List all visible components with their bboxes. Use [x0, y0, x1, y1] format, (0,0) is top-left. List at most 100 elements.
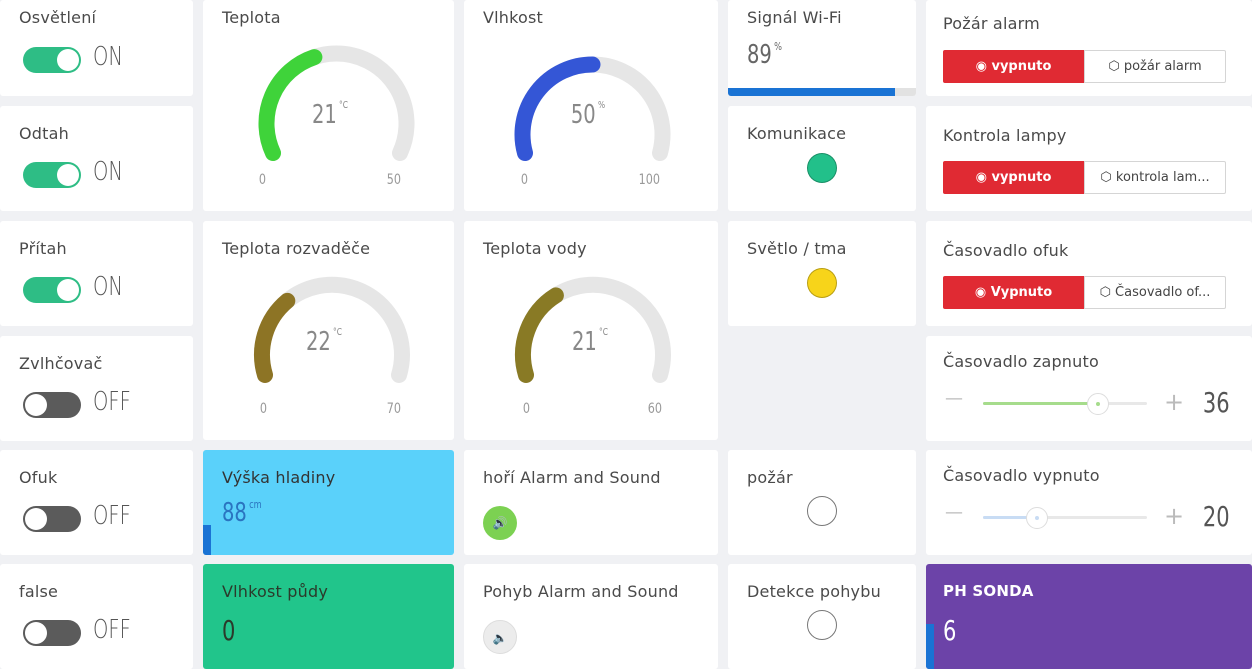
slider-value: 36 [1203, 386, 1230, 419]
cube-icon: ⬡ [1108, 59, 1124, 74]
cube-icon: ⬡ [1100, 170, 1116, 185]
display-card-vlhkost-pudy: Vlhkost půdy 0 [203, 564, 454, 669]
switch-toggle[interactable] [23, 47, 81, 73]
slider-handle[interactable] [1026, 507, 1049, 529]
decrement-button[interactable]: — [945, 388, 963, 409]
wifi-level-bar [728, 88, 896, 96]
gauge-card-teplota: Teplota 21 °C 0 50 [203, 0, 454, 211]
status-button[interactable]: ◉ vypnuto [943, 50, 1084, 83]
led-title: požár [747, 468, 793, 487]
switch-state-label: ON [93, 42, 123, 72]
gauge-fill [515, 287, 564, 383]
switch-knob [57, 279, 79, 301]
display-card-vyska-hladiny: Výška hladiny 88 cm [203, 450, 454, 555]
switch-knob [57, 164, 79, 186]
slider-handle[interactable] [1086, 393, 1109, 415]
display-title: PH SONDA [943, 582, 1034, 600]
gauge-fill [514, 56, 601, 161]
gauge-max: 60 [647, 401, 663, 417]
action-button[interactable]: ⬡ požár alarm [1084, 50, 1226, 83]
switch-card-odtah: Odtah ON [0, 106, 193, 211]
button-card-kontrola-lampy: Kontrola lampy ◉ vypnuto ⬡ kontrola lam.… [926, 106, 1252, 211]
led-indicator [807, 268, 837, 298]
alarm-card-hori: hoří Alarm and Sound 🔊 [464, 450, 718, 555]
decrement-button[interactable]: — [945, 502, 963, 523]
switch-knob [25, 622, 47, 644]
level-bar [203, 525, 211, 555]
switch-state-label: OFF [93, 615, 131, 645]
alarm-title: Pohyb Alarm and Sound [483, 582, 679, 601]
switch-state-label: ON [93, 157, 123, 187]
button-card-title: Požár alarm [943, 14, 1040, 33]
slider-fill [983, 516, 1038, 519]
gauge-title: Vlhkost [483, 8, 544, 27]
gauge-min: 0 [522, 401, 531, 417]
slider-track[interactable] [983, 516, 1147, 519]
gauge-svg [254, 276, 410, 383]
gauge-fill [258, 49, 323, 161]
slider-card-casovadlo-vypnuto: Časovadlo vypnuto — + 20 [926, 450, 1252, 555]
action-button[interactable]: ⬡ Časovadlo of... [1084, 276, 1226, 309]
gauge-value: 22 °C [305, 327, 343, 357]
slider-card-casovadlo-zapnuto: Časovadlo zapnuto — + 36 [926, 336, 1252, 441]
display-card-ph-sonda: PH SONDA 6 [926, 564, 1252, 669]
led-card-pozar: požár [728, 450, 916, 555]
led-title: Detekce pohybu [747, 582, 881, 601]
eye-icon: ◉ [975, 59, 992, 74]
switch-state-label: OFF [93, 501, 131, 531]
increment-button[interactable]: + [1164, 502, 1185, 530]
gauge-min: 0 [258, 172, 267, 188]
switch-title: Přítah [19, 239, 67, 258]
gauge-value: 21 °C [571, 327, 609, 357]
speaker-icon[interactable]: 🔊 [483, 506, 517, 540]
status-button[interactable]: ◉ vypnuto [943, 161, 1084, 194]
led-indicator [807, 153, 837, 183]
increment-button[interactable]: + [1164, 388, 1185, 416]
slider-value: 20 [1203, 500, 1230, 533]
switch-card-false: false OFF [0, 564, 193, 669]
gauge-svg [515, 276, 671, 383]
gauge-max: 70 [386, 401, 402, 417]
status-button[interactable]: ◉ Vypnuto [943, 276, 1084, 309]
display-value: 6 [943, 614, 957, 647]
switch-card-zvlhcovac: Zvlhčovač OFF [0, 336, 193, 441]
gauge-value: 50% [570, 100, 606, 130]
switch-title: Osvětlení [19, 8, 97, 27]
switch-toggle[interactable] [23, 392, 81, 418]
led-card-svetlo: Světlo / tma [728, 221, 916, 326]
action-button[interactable]: ⬡ kontrola lam... [1084, 161, 1226, 194]
led-card-komunikace: Komunikace [728, 106, 916, 211]
gauge-fill [254, 292, 296, 383]
switch-toggle[interactable] [23, 277, 81, 303]
switch-title: Ofuk [19, 468, 58, 487]
gauge-max: 100 [638, 172, 661, 188]
switch-toggle[interactable] [23, 506, 81, 532]
switch-toggle[interactable] [23, 162, 81, 188]
slider-title: Časovadlo vypnuto [943, 466, 1100, 485]
wifi-title: Signál Wi-Fi [747, 8, 842, 27]
gauge-max: 50 [386, 172, 402, 188]
switch-title: Zvlhčovač [19, 354, 103, 373]
switch-title: Odtah [19, 124, 69, 143]
eye-icon: ◉ [974, 285, 991, 300]
wifi-value: 89% [747, 40, 782, 70]
led-indicator [807, 610, 837, 640]
switch-toggle[interactable] [23, 620, 81, 646]
led-title: Komunikace [747, 124, 847, 143]
led-title: Světlo / tma [747, 239, 847, 258]
gauge-title: Teplota vody [483, 239, 587, 258]
slider-title: Časovadlo zapnuto [943, 352, 1099, 371]
gauge-card-teplota-vody: Teplota vody 21 °C 0 60 [464, 221, 718, 440]
gauge-svg [514, 56, 671, 161]
gauge-title: Teplota rozvaděče [222, 239, 371, 258]
button-card-title: Kontrola lampy [943, 126, 1067, 145]
slider-fill [983, 402, 1098, 405]
gauge-min: 0 [520, 172, 529, 188]
switch-knob [57, 49, 79, 71]
gauge-card-teplota-rozvadece: Teplota rozvaděče 22 °C 0 70 [203, 221, 454, 440]
speaker-muted-icon[interactable]: 🔈 [483, 620, 517, 654]
display-title: Výška hladiny [222, 468, 336, 487]
eye-icon: ◉ [975, 170, 992, 185]
led-indicator [807, 496, 837, 526]
gauge-svg [258, 45, 415, 161]
